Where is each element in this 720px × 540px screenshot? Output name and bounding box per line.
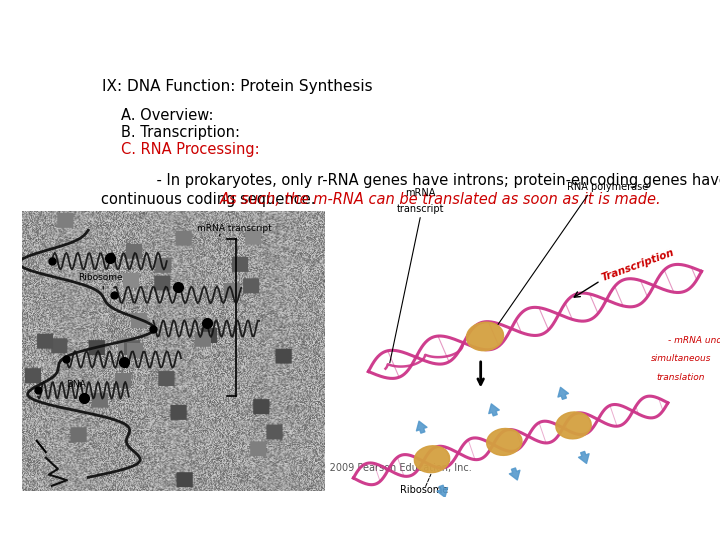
- FancyArrowPatch shape: [437, 485, 448, 497]
- Ellipse shape: [556, 412, 591, 439]
- Ellipse shape: [487, 429, 522, 455]
- Text: B. Transcription:: B. Transcription:: [121, 125, 240, 140]
- Text: - mRNA undergoing: - mRNA undergoing: [668, 336, 720, 345]
- Text: C. RNA Processing:: C. RNA Processing:: [121, 141, 259, 157]
- FancyArrowPatch shape: [416, 421, 427, 433]
- Text: DNA: DNA: [66, 380, 86, 389]
- Text: RNA polymerase: RNA polymerase: [567, 182, 649, 192]
- FancyArrowPatch shape: [489, 404, 499, 416]
- Text: simultaneous: simultaneous: [651, 354, 711, 363]
- Text: As such, the m-RNA can be translated as soon as it is made.: As such, the m-RNA can be translated as …: [220, 192, 661, 207]
- Text: Copyright © 2009 Pearson Education, Inc.: Copyright © 2009 Pearson Education, Inc.: [266, 463, 472, 473]
- Text: Ribosome: Ribosome: [400, 485, 449, 495]
- Text: - In prokaryotes, only r-RNA genes have introns; protein-encoding genes have a: - In prokaryotes, only r-RNA genes have …: [101, 173, 720, 188]
- Ellipse shape: [414, 446, 450, 472]
- Text: IX: DNA Function: Protein Synthesis: IX: DNA Function: Protein Synthesis: [102, 79, 373, 94]
- Text: translation: translation: [657, 373, 705, 382]
- Text: Ribosome: Ribosome: [78, 273, 122, 282]
- FancyArrowPatch shape: [509, 468, 520, 480]
- Text: A. Overview:: A. Overview:: [121, 109, 213, 124]
- FancyArrowPatch shape: [558, 387, 569, 400]
- Text: transcript: transcript: [397, 204, 444, 214]
- Text: mRNA: mRNA: [405, 188, 436, 198]
- FancyArrowPatch shape: [579, 451, 589, 463]
- Text: continuous coding sequence.: continuous coding sequence.: [101, 192, 325, 207]
- Text: mRNA transcript: mRNA transcript: [197, 224, 271, 233]
- Text: Transcription: Transcription: [600, 247, 675, 283]
- Ellipse shape: [467, 322, 503, 350]
